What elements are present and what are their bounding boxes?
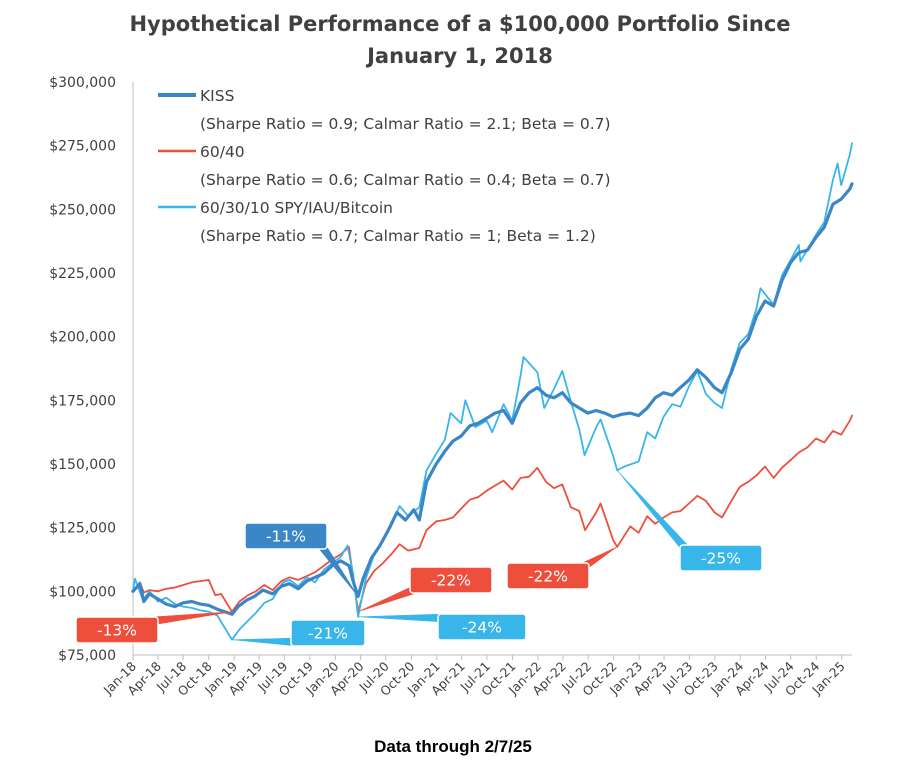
drawdown-callout: -11% <box>244 522 359 597</box>
callout-label: -24% <box>462 619 502 637</box>
legend-series-name: 60/30/10 SPY/IAU/Bitcoin <box>200 199 393 217</box>
y-tick-label: $75,000 <box>58 648 116 664</box>
y-tick-label: $150,000 <box>49 457 116 473</box>
callout-box <box>506 562 590 590</box>
legend-series-note: (Sharpe Ratio = 0.7; Calmar Ratio = 1; B… <box>200 227 596 245</box>
callout-box <box>75 616 159 644</box>
chart-title-line-1: Hypothetical Performance of a $100,000 P… <box>129 12 790 36</box>
y-tick-label: $200,000 <box>49 330 116 346</box>
callout-pointer <box>231 637 298 647</box>
y-tick-label: $250,000 <box>49 202 116 218</box>
series-line <box>132 414 853 613</box>
callout-pointer <box>358 613 445 623</box>
callout-label: -22% <box>528 568 568 586</box>
y-tick-label: $125,000 <box>49 521 116 537</box>
callout-box <box>244 522 328 550</box>
callout-label: -25% <box>701 550 741 568</box>
legend-series-name: KISS <box>200 87 234 105</box>
drawdown-callout: -22% <box>506 546 618 590</box>
legend: KISS (Sharpe Ratio = 0.9; Calmar Ratio = … <box>158 87 611 245</box>
callout-label: -21% <box>308 625 348 643</box>
legend-series-note: (Sharpe Ratio = 0.9; Calmar Ratio = 2.1;… <box>200 115 611 133</box>
legend-series-name: 60/40 <box>200 143 245 161</box>
drawdown-callout: -13% <box>75 611 232 644</box>
callout-box <box>437 613 527 641</box>
y-tick-label: $275,000 <box>49 139 116 155</box>
callout-box <box>679 544 763 572</box>
y-tick-label: $225,000 <box>49 266 116 282</box>
callout-pointer <box>357 584 418 612</box>
callout-box <box>290 619 366 647</box>
drawdown-callout: -22% <box>357 566 493 612</box>
y-tick-label: $175,000 <box>49 393 116 409</box>
series-lines <box>131 142 854 641</box>
callout-label: -13% <box>97 622 137 640</box>
callout-label: -11% <box>266 528 306 546</box>
axis-lines <box>132 82 852 656</box>
chart-title-line-2: January 1, 2018 <box>365 44 553 68</box>
data-through-note: Data through 2/7/25 <box>374 737 532 756</box>
drawdown-callout: -25% <box>617 470 763 572</box>
legend-series-note: (Sharpe Ratio = 0.6; Calmar Ratio = 0.4;… <box>200 171 611 189</box>
drawdown-callouts: -13% -21% -11% -22% -24% -22% -25% <box>75 470 763 647</box>
callout-label: -22% <box>431 572 471 590</box>
callout-box <box>409 566 493 594</box>
x-axis: Jan-18Apr-18Jul-18Oct-18Jan-19Apr-19Jul-… <box>100 655 848 699</box>
series-line <box>131 182 854 616</box>
y-axis: $75,000 $100,000 $125,000 $150,000 $175,000 $… <box>49 75 116 664</box>
series-line <box>132 142 853 641</box>
y-tick-label: $100,000 <box>49 584 116 600</box>
drawdown-callout: -21% <box>231 619 366 647</box>
drawdown-callout: -24% <box>358 613 527 641</box>
y-tick-label: $300,000 <box>49 75 116 91</box>
